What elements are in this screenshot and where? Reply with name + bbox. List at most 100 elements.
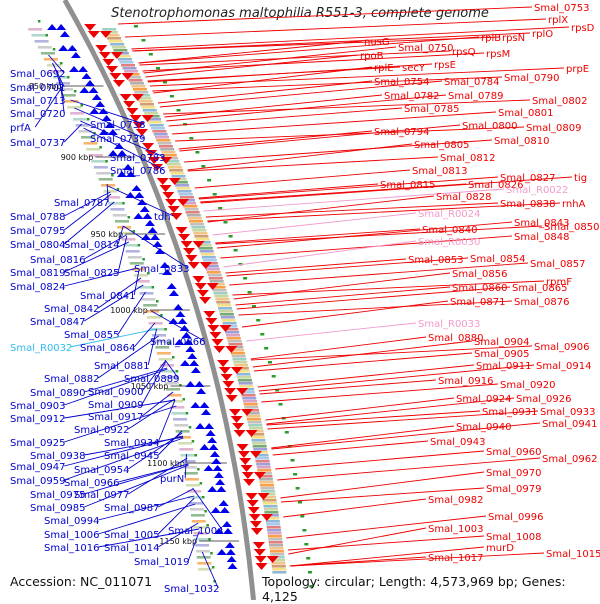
reverse-gene-label: rplX [548,15,568,26]
reverse-label-leader [198,183,379,199]
track-stripe-reverse [260,487,275,490]
tick-dot [260,333,265,336]
forward-gene-arrow [159,262,170,268]
track-stripe-reverse [199,250,214,253]
track-stripe-reverse [152,130,167,133]
track-stripe-forward [180,454,195,457]
track-stripe-reverse [266,523,281,526]
tick-dot [284,431,289,434]
reverse-gene-arrow [203,311,216,318]
reverse-gene-arrow [224,388,237,395]
track-stripe-forward [117,226,132,229]
forward-gene-arrow [142,213,153,219]
forward-gene-label: Smal_0947 [10,462,65,473]
forward-gene-label: Smal_1019 [134,557,189,568]
reverse-gene-label: Smal_0754 [374,77,429,88]
track-stripe-reverse [114,52,129,55]
track-stripe-reverse [253,451,268,454]
reverse-gene-arrow [249,451,262,458]
forward-label-leader [63,193,112,231]
track-stripe-reverse [132,88,147,91]
reverse-gene-label: Smal_0982 [428,495,483,506]
track-stripe-reverse [258,475,273,478]
reverse-gene-label: Smal_0904 [474,337,529,348]
reverse-gene-label: Smal_0850 [544,222,599,233]
reverse-label-leader [149,67,565,87]
forward-gene-label: Smal_0966 [64,478,119,489]
forward-gene-label: Smal_0925 [10,438,65,449]
reverse-gene-label: Smal_0810 [494,136,549,147]
track-stripe-reverse [262,499,277,502]
tick-dot [156,67,160,70]
track-stripe-reverse [272,568,287,571]
reverse-gene-arrow [237,451,250,458]
tick-dot [201,165,206,168]
forward-gene-arrow [95,101,106,107]
track-stripe-forward [125,250,140,253]
track-stripe-reverse [185,211,200,214]
track-stripe-reverse [226,334,240,337]
reverse-gene-label: Smal_0876 [514,297,569,308]
track-stripe-reverse [255,457,270,460]
forward-gene-arrow [175,311,186,317]
reverse-gene-arrow [165,199,178,206]
reverse-gene-label: Smal_0815 [380,180,435,191]
forward-label-leader [141,361,166,405]
forward-label-leader [83,284,144,322]
track-stripe-forward [170,406,185,409]
forward-gene-arrow [104,122,115,128]
track-stripe-forward [44,58,58,61]
forward-label-leader [63,191,111,217]
reverse-label-leader [261,383,499,403]
forward-gene-arrow [79,87,90,93]
track-stripe-forward [196,556,211,559]
forward-gene-label: Smal_1014 [104,543,159,554]
reverse-gene-arrow [119,94,132,101]
track-stripe-forward [81,136,95,139]
reverse-label-leader [288,527,427,555]
forward-label-leader [84,464,189,508]
reverse-gene-arrow [247,507,260,514]
track-stripe-reverse [271,562,286,565]
reverse-gene-arrow [135,129,148,136]
reverse-gene-arrow [218,367,231,374]
track-stripe-reverse [155,136,169,139]
reverse-gene-label: Smal_0753 [534,3,589,14]
track-stripe-reverse [245,412,260,415]
forward-gene-label: Smal_0882 [44,374,99,385]
reverse-gene-label: Smal_1015 [546,549,600,560]
track-stripe-forward [194,538,209,541]
forward-gene-arrow [67,45,78,51]
tick-dot [210,552,213,555]
reverse-label-leader [139,50,451,66]
tick-dot [179,384,182,387]
reverse-gene-arrow [177,199,190,206]
forward-gene-glyphs [47,24,238,569]
reverse-label-leader [118,6,533,25]
forward-gene-arrow [179,325,190,331]
reverse-label-leader [152,76,503,92]
reverse-label-leader [187,143,413,171]
reverse-label-leader [251,345,533,361]
track-stripe-reverse [269,544,284,547]
forward-gene-label: Smal_0825 [64,268,119,279]
forward-gene-arrow [213,528,224,534]
reverse-label-leader [198,176,499,200]
forward-gene-label: Smal_0814 [64,240,119,251]
forward-gene-arrow [134,192,145,198]
track-stripe-reverse [257,469,272,472]
track-stripe-reverse [272,571,287,574]
forward-gene-label: Smal_0977 [74,490,129,501]
forward-gene-arrow [141,234,152,240]
scale-tick-label: 900 kbp [61,153,94,162]
track-stripe-forward [169,400,183,403]
track-stripe-reverse [268,538,283,541]
reverse-gene-label: Smal_0828 [436,192,491,203]
track-stripe-reverse [270,553,285,556]
forward-label-leader [151,310,205,342]
reverse-gene-arrow [233,430,246,437]
track-stripe-reverse [271,559,285,562]
forward-gene-label: Smal_1016 [44,543,99,554]
reverse-gene-label: Smal_0933 [540,407,595,418]
forward-label-leader [157,399,176,443]
